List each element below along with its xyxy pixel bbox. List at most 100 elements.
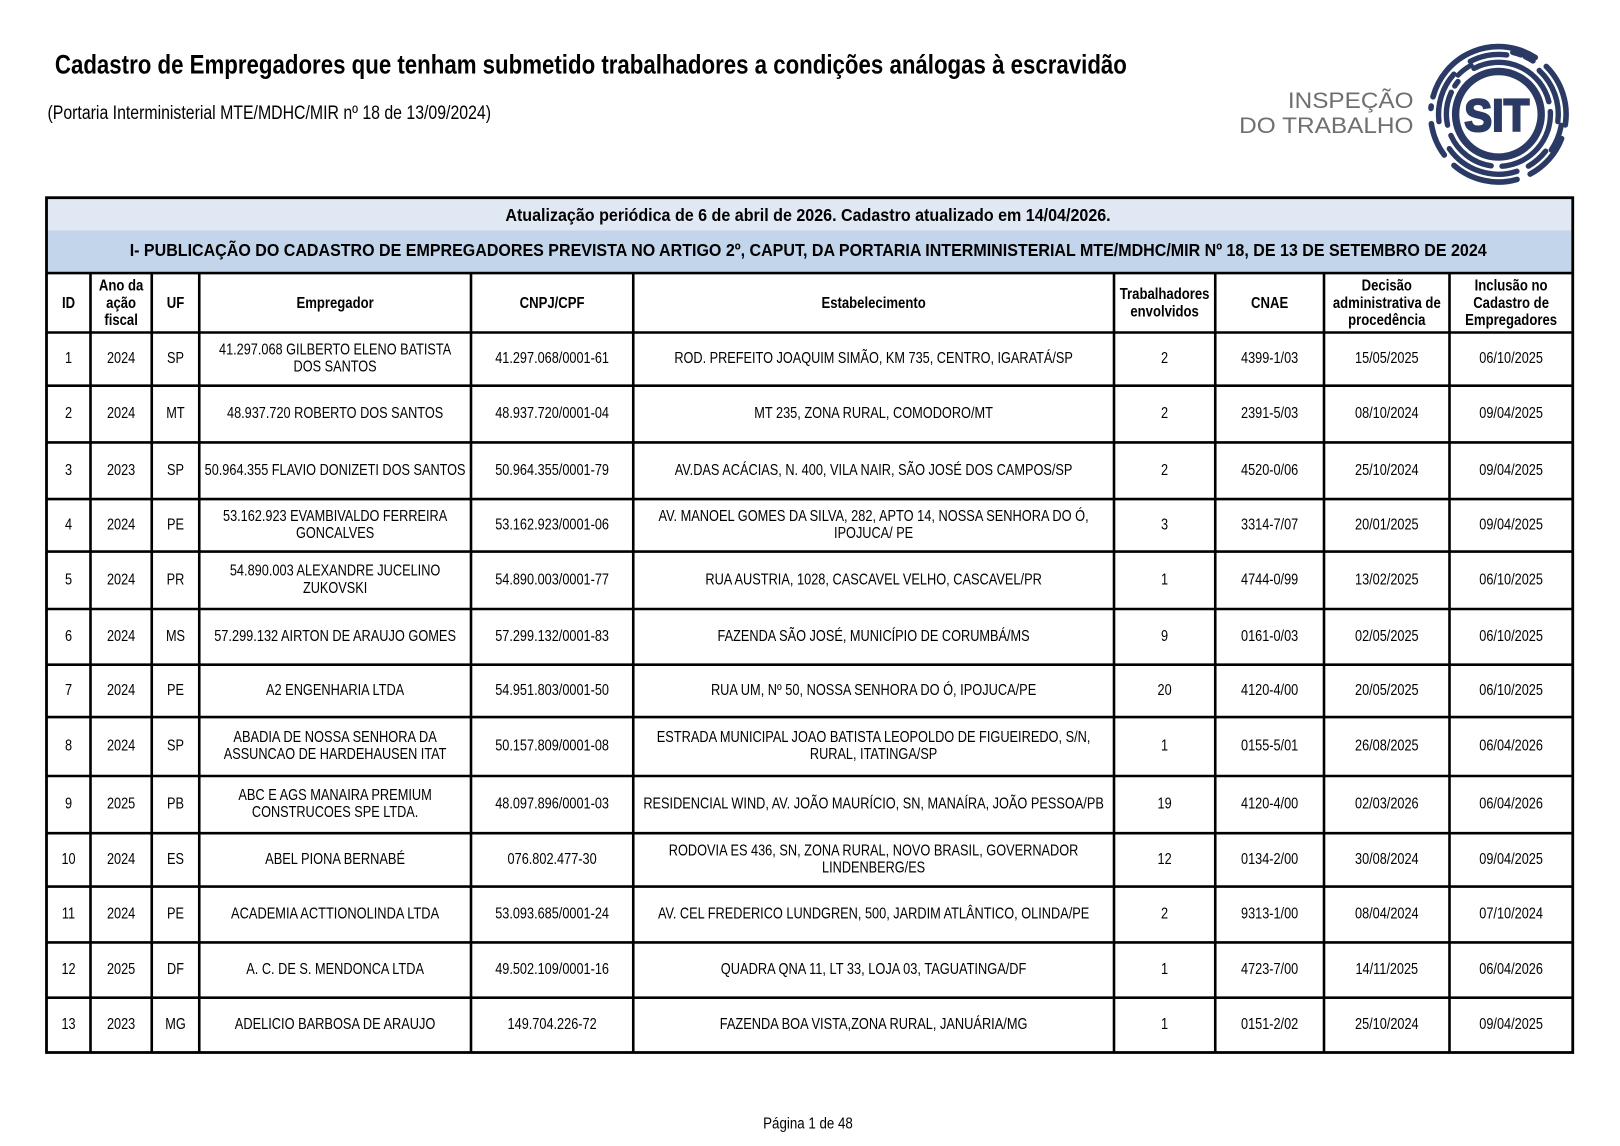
svg-text:1: 1 bbox=[65, 350, 72, 367]
svg-text:4399-1/03: 4399-1/03 bbox=[1241, 350, 1298, 367]
svg-text:AV. CEL FREDERICO LUNDGREN, 50: AV. CEL FREDERICO LUNDGREN, 500, JARDIM … bbox=[658, 906, 1089, 923]
svg-text:076.802.477-30: 076.802.477-30 bbox=[508, 851, 597, 868]
svg-text:26/08/2025: 26/08/2025 bbox=[1355, 738, 1419, 755]
svg-text:48.937.720 ROBERTO DOS SANTOS: 48.937.720 ROBERTO DOS SANTOS bbox=[227, 405, 443, 422]
svg-text:06/04/2026: 06/04/2026 bbox=[1479, 961, 1543, 978]
svg-text:ação: ação bbox=[106, 295, 136, 312]
svg-text:QUADRA QNA 11, LT 33, LOJA 03,: QUADRA QNA 11, LT 33, LOJA 03, TAGUATING… bbox=[721, 961, 1027, 978]
svg-text:Ano da: Ano da bbox=[99, 278, 144, 295]
svg-text:3: 3 bbox=[65, 462, 72, 479]
svg-text:9313-1/00: 9313-1/00 bbox=[1241, 906, 1299, 923]
svg-text:06/04/2026: 06/04/2026 bbox=[1479, 738, 1543, 755]
svg-text:20: 20 bbox=[1158, 682, 1172, 699]
svg-text:02/03/2026: 02/03/2026 bbox=[1355, 796, 1419, 813]
svg-text:CNPJ/CPF: CNPJ/CPF bbox=[520, 295, 585, 312]
svg-text:53.162.923/0001-06: 53.162.923/0001-06 bbox=[495, 516, 609, 533]
svg-text:2: 2 bbox=[1161, 462, 1168, 479]
svg-text:53.093.685/0001-24: 53.093.685/0001-24 bbox=[495, 906, 609, 923]
svg-text:MG: MG bbox=[165, 1016, 186, 1033]
svg-text:MT: MT bbox=[166, 405, 185, 422]
svg-text:08/04/2024: 08/04/2024 bbox=[1355, 906, 1419, 923]
svg-text:Empregadores: Empregadores bbox=[1465, 312, 1557, 329]
svg-text:54.890.003 ALEXANDRE JUCELINO: 54.890.003 ALEXANDRE JUCELINO bbox=[230, 563, 441, 580]
svg-text:09/04/2025: 09/04/2025 bbox=[1479, 405, 1543, 422]
svg-text:2024: 2024 bbox=[107, 851, 136, 868]
svg-text:2024: 2024 bbox=[107, 628, 136, 645]
svg-text:Página 1 de 48: Página 1 de 48 bbox=[763, 1116, 853, 1133]
svg-text:3: 3 bbox=[1161, 516, 1168, 533]
svg-text:06/10/2025: 06/10/2025 bbox=[1479, 350, 1543, 367]
svg-text:12: 12 bbox=[61, 961, 75, 978]
svg-text:0151-2/02: 0151-2/02 bbox=[1241, 1016, 1298, 1033]
svg-text:53.162.923 EVAMBIVALDO FERREIR: 53.162.923 EVAMBIVALDO FERREIRA bbox=[223, 508, 448, 525]
svg-text:10: 10 bbox=[61, 851, 75, 868]
svg-text:49.502.109/0001-16: 49.502.109/0001-16 bbox=[495, 961, 609, 978]
svg-text:CONSTRUCOES SPE LTDA.: CONSTRUCOES SPE LTDA. bbox=[252, 804, 418, 821]
svg-text:13/02/2025: 13/02/2025 bbox=[1355, 571, 1419, 588]
svg-text:48.937.720/0001-04: 48.937.720/0001-04 bbox=[495, 405, 609, 422]
svg-text:25/10/2024: 25/10/2024 bbox=[1355, 1016, 1419, 1033]
svg-text:1: 1 bbox=[1161, 571, 1168, 588]
svg-text:2024: 2024 bbox=[107, 738, 136, 755]
svg-text:4120-4/00: 4120-4/00 bbox=[1241, 796, 1299, 813]
svg-text:SP: SP bbox=[167, 462, 184, 479]
svg-text:0134-2/00: 0134-2/00 bbox=[1241, 851, 1299, 868]
svg-text:GONCALVES: GONCALVES bbox=[296, 525, 374, 542]
svg-text:2023: 2023 bbox=[107, 1016, 135, 1033]
svg-text:20/05/2025: 20/05/2025 bbox=[1355, 682, 1419, 699]
svg-text:AV. MANOEL GOMES DA SILVA, 282: AV. MANOEL GOMES DA SILVA, 282, APTO 14,… bbox=[659, 508, 1089, 525]
svg-text:I- PUBLICAÇÃO DO CADASTRO DE E: I- PUBLICAÇÃO DO CADASTRO DE EMPREGADORE… bbox=[130, 239, 1487, 260]
svg-text:2024: 2024 bbox=[107, 906, 136, 923]
svg-text:06/04/2026: 06/04/2026 bbox=[1479, 796, 1543, 813]
svg-text:09/04/2025: 09/04/2025 bbox=[1479, 462, 1543, 479]
svg-text:Empregador: Empregador bbox=[296, 295, 373, 312]
svg-text:41.297.068/0001-61: 41.297.068/0001-61 bbox=[495, 350, 609, 367]
svg-text:ABC E AGS MANAIRA PREMIUM: ABC E AGS MANAIRA PREMIUM bbox=[238, 787, 432, 804]
svg-text:PE: PE bbox=[167, 906, 184, 923]
svg-text:57.299.132 AIRTON DE ARAUJO GO: 57.299.132 AIRTON DE ARAUJO GOMES bbox=[214, 628, 456, 645]
svg-text:54.890.003/0001-77: 54.890.003/0001-77 bbox=[495, 571, 609, 588]
svg-text:DF: DF bbox=[167, 961, 184, 978]
svg-text:09/04/2025: 09/04/2025 bbox=[1479, 516, 1543, 533]
svg-text:LINDENBERG/ES: LINDENBERG/ES bbox=[822, 860, 925, 877]
svg-text:4120-4/00: 4120-4/00 bbox=[1241, 682, 1299, 699]
svg-text:MT 235, ZONA RURAL, COMODORO/M: MT 235, ZONA RURAL, COMODORO/MT bbox=[754, 405, 993, 422]
svg-text:SP: SP bbox=[167, 738, 184, 755]
svg-text:MS: MS bbox=[166, 628, 185, 645]
svg-text:19: 19 bbox=[1158, 796, 1172, 813]
svg-text:07/10/2024: 07/10/2024 bbox=[1479, 906, 1543, 923]
svg-text:DO TRABALHO: DO TRABALHO bbox=[1239, 113, 1413, 138]
svg-text:2025: 2025 bbox=[107, 796, 135, 813]
svg-text:Atualização periódica de 6 de: Atualização periódica de 6 de abril de 2… bbox=[505, 205, 1110, 225]
svg-text:2: 2 bbox=[1161, 405, 1168, 422]
svg-text:6: 6 bbox=[65, 628, 72, 645]
svg-text:06/10/2025: 06/10/2025 bbox=[1479, 682, 1543, 699]
svg-text:ESTRADA MUNICIPAL JOAO BATISTA: ESTRADA MUNICIPAL JOAO BATISTA LEOPOLDO … bbox=[657, 729, 1091, 746]
svg-text:7: 7 bbox=[65, 682, 72, 699]
svg-text:2024: 2024 bbox=[107, 405, 136, 422]
svg-text:2391-5/03: 2391-5/03 bbox=[1241, 405, 1298, 422]
svg-text:14/11/2025: 14/11/2025 bbox=[1355, 961, 1418, 978]
svg-text:2024: 2024 bbox=[107, 516, 136, 533]
svg-text:48.097.896/0001-03: 48.097.896/0001-03 bbox=[495, 796, 609, 813]
svg-text:50.964.355/0001-79: 50.964.355/0001-79 bbox=[495, 462, 609, 479]
svg-text:12: 12 bbox=[1158, 851, 1172, 868]
svg-text:A2 ENGENHARIA LTDA: A2 ENGENHARIA LTDA bbox=[266, 682, 405, 699]
svg-text:08/10/2024: 08/10/2024 bbox=[1355, 405, 1419, 422]
svg-text:Trabalhadores: Trabalhadores bbox=[1120, 286, 1210, 303]
svg-text:RUA AUSTRIA, 1028, CASCAVEL VE: RUA AUSTRIA, 1028, CASCAVEL VELHO, CASCA… bbox=[705, 571, 1042, 588]
svg-text:41.297.068 GILBERTO ELENO BATI: 41.297.068 GILBERTO ELENO BATISTA bbox=[219, 342, 452, 359]
svg-text:Decisão: Decisão bbox=[1362, 278, 1412, 295]
svg-text:ACADEMIA ACTTIONOLINDA LTDA: ACADEMIA ACTTIONOLINDA LTDA bbox=[231, 906, 440, 923]
svg-text:2: 2 bbox=[65, 405, 72, 422]
svg-text:0155-5/01: 0155-5/01 bbox=[1241, 738, 1298, 755]
svg-text:09/04/2025: 09/04/2025 bbox=[1479, 851, 1543, 868]
svg-text:RESIDENCIAL WIND, AV. JOÃO MAU: RESIDENCIAL WIND, AV. JOÃO MAURÍCIO, SN,… bbox=[643, 796, 1104, 813]
svg-text:20/01/2025: 20/01/2025 bbox=[1355, 516, 1419, 533]
svg-text:Estabelecimento: Estabelecimento bbox=[821, 295, 925, 312]
svg-text:57.299.132/0001-83: 57.299.132/0001-83 bbox=[495, 628, 609, 645]
svg-text:ZUKOVSKI: ZUKOVSKI bbox=[303, 580, 367, 597]
svg-text:06/10/2025: 06/10/2025 bbox=[1479, 628, 1543, 645]
svg-text:2: 2 bbox=[1161, 906, 1168, 923]
svg-text:(Portaria Interministerial MTE: (Portaria Interministerial MTE/MDHC/MIR … bbox=[48, 103, 492, 124]
